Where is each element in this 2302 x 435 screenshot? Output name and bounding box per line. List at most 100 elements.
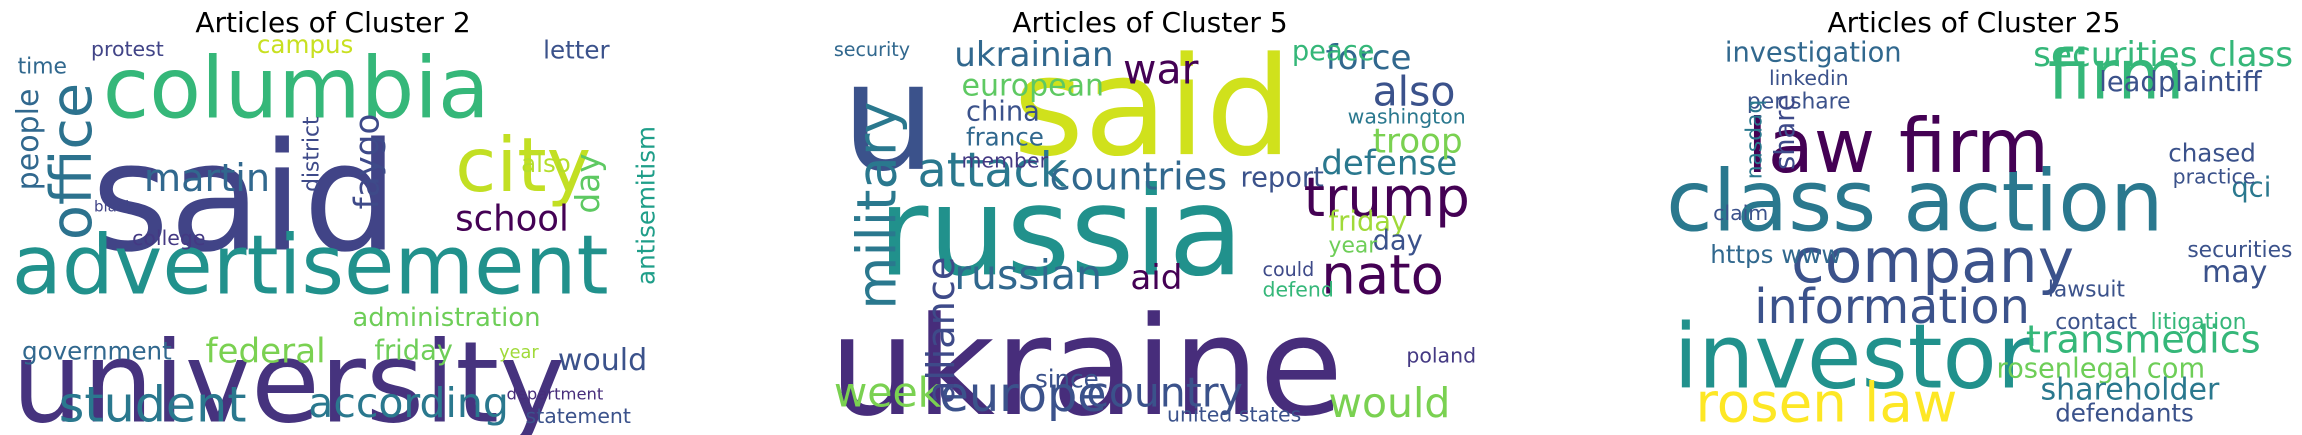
word: law firm [1747,102,2049,190]
word: alliance [920,257,964,404]
word: securities [2187,238,2292,263]
word: school [455,198,569,239]
word: investor [1674,306,2034,409]
word: friday [374,336,453,367]
word: district [300,116,325,192]
word: firm [2048,36,2184,115]
word: may [2202,255,2267,290]
word: war [1123,46,1199,94]
word: practice [2173,165,2256,189]
word: defendants [2055,398,2194,427]
word: per share [1747,90,1851,115]
word: https www [1710,240,1841,269]
word: advertisement [12,219,609,314]
word: linkedin [1769,66,1849,90]
word: faygo [348,114,388,210]
word: qci [2231,173,2271,204]
word: government [22,337,172,366]
word: class action [1666,151,2163,250]
word: nato [1321,243,1444,307]
word: university [12,318,566,435]
word: city [455,121,591,209]
word: said [91,112,398,286]
word: campus [257,30,353,59]
word: columbia [103,38,490,137]
panel-title: Articles of Cluster 5 [1012,6,1287,39]
word: europe [940,368,1107,423]
word: investigation [1725,38,1902,69]
word: nasdaq [1743,100,1768,180]
word: france [966,122,1044,151]
word: troop [1373,122,1463,162]
word: shareholder [2041,372,2220,407]
word: chased [2168,138,2256,167]
word: lawsuit [2048,278,2126,303]
word: military [844,101,908,309]
word: martin [144,157,270,201]
word: federal [206,332,326,372]
word: black [94,197,134,215]
word: countries [1050,155,1228,199]
word: trump [1304,165,1470,229]
word: information [1754,280,2030,335]
word: litigation [2151,310,2247,335]
word: securities class [2033,35,2293,75]
word: security [834,38,910,61]
word: according [308,379,509,427]
word: u [841,31,936,205]
word: european [962,68,1104,103]
word: contact [2055,310,2137,335]
word: defense [1321,144,1457,184]
word: attack [918,143,1068,198]
word: said [1013,28,1292,187]
word: russian [954,251,1102,299]
word: report [1240,162,1324,193]
word: peace [1292,36,1375,67]
word: antisemitism [632,126,661,285]
word: rosenlegal com [1996,353,2205,384]
word: department [506,384,603,403]
word: also [521,149,571,178]
word: day [569,153,607,213]
word: time [18,54,67,79]
word: force [1326,38,1412,78]
word: could [1262,258,1314,281]
word: company [1791,226,2074,297]
word: office [38,83,105,240]
word: college [132,226,205,250]
word: plaintiff [2158,67,2263,98]
word: protest [91,37,164,61]
word: statement [526,404,631,428]
word: claim [1713,201,1768,225]
word: friday [1329,206,1408,237]
word: rosen law [1696,370,1958,434]
word: people [11,89,46,191]
word: transmedics [2026,318,2261,362]
word: week [834,369,942,417]
word: aid [1130,258,1182,298]
word: washington [1348,104,1466,128]
word: russia [878,161,1244,304]
word: member [962,148,1049,172]
word: ukrainian [954,35,1113,75]
word: administration [352,303,540,333]
word: would [558,343,647,378]
word: since [1035,365,1099,394]
word: lead [2099,67,2157,98]
word: china [966,96,1040,127]
panel-title: Articles of Cluster 2 [195,6,470,39]
word: day [1373,226,1423,257]
word: share [1770,94,1801,170]
word: country [1086,369,1243,417]
word: ukraine [829,288,1343,435]
word: year [499,343,539,363]
word: united states [1167,402,1301,426]
word: year [1329,233,1378,258]
word: poland [1406,344,1476,368]
word: defend [1262,278,1333,302]
word: also [1373,68,1456,116]
panel-title: Articles of Cluster 25 [1827,6,2120,39]
word: letter [543,36,610,65]
